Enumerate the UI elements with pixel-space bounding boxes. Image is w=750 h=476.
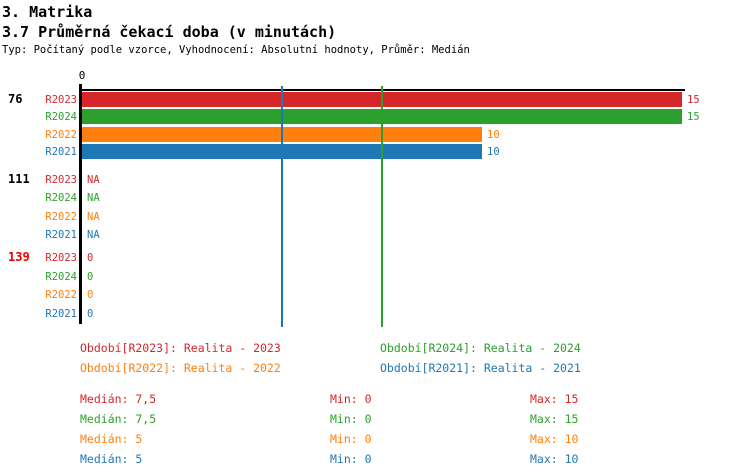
stat-max-r2024: Max: 15 bbox=[530, 412, 579, 426]
stat-max-r2021: Max: 10 bbox=[530, 452, 579, 466]
stat-min-r2023: Min: 0 bbox=[330, 392, 372, 406]
group-label: 111 bbox=[8, 172, 30, 186]
series-label: R2022 bbox=[45, 289, 77, 301]
stat-min-r2024: Min: 0 bbox=[330, 412, 372, 426]
legend-item-r2021: Období[R2021]: Realita - 2021 bbox=[380, 361, 581, 375]
stat-min-r2021: Min: 0 bbox=[330, 452, 372, 466]
group-label: 76 bbox=[8, 92, 23, 106]
stat-max-r2022: Max: 10 bbox=[530, 432, 579, 446]
report-title: 3. Matrika bbox=[2, 3, 93, 21]
bar-value-label: 15 bbox=[687, 94, 700, 106]
stat-median-r2024: Medián: 7,5 bbox=[80, 412, 157, 426]
chart-meta: Typ: Počítaný podle vzorce, Vyhodnocení:… bbox=[2, 44, 470, 56]
bar-value-label: 0 bbox=[87, 289, 94, 301]
series-label: R2023 bbox=[45, 252, 77, 264]
series-label: R2021 bbox=[45, 307, 77, 320]
series-label: R2024 bbox=[45, 270, 77, 283]
series-label: R2024 bbox=[45, 111, 77, 124]
group-label: 139 bbox=[8, 250, 30, 264]
legend-item-r2022: Období[R2022]: Realita - 2022 bbox=[80, 361, 281, 375]
bar-value-label: 10 bbox=[487, 146, 500, 159]
series-label: R2021 bbox=[45, 228, 77, 241]
stat-median-r2022: Medián: 5 bbox=[80, 432, 143, 446]
legend-item-r2023: Období[R2023]: Realita - 2023 bbox=[80, 341, 281, 355]
bar-value-label: 15 bbox=[687, 111, 700, 124]
bar-value-label: NA bbox=[87, 210, 100, 223]
series-label: R2024 bbox=[45, 192, 77, 205]
series-label: R2021 bbox=[45, 146, 77, 159]
stat-median-r2023: Medián: 7,5 bbox=[80, 392, 157, 406]
value-axis-line bbox=[79, 84, 82, 324]
median-line bbox=[381, 86, 383, 327]
series-label: R2023 bbox=[45, 94, 77, 106]
series-label: R2022 bbox=[45, 128, 77, 141]
bar-value-label: NA bbox=[87, 192, 100, 205]
legend-item-r2024: Období[R2024]: Realita - 2024 bbox=[380, 341, 581, 355]
bar-value-label: 0 bbox=[87, 270, 94, 283]
median-line bbox=[281, 86, 283, 327]
stat-min-r2022: Min: 0 bbox=[330, 432, 372, 446]
stat-max-r2023: Max: 15 bbox=[530, 392, 579, 406]
bar-value-label: NA bbox=[87, 174, 100, 186]
stat-median-r2021: Medián: 5 bbox=[80, 452, 143, 466]
bar-value-label: 0 bbox=[87, 252, 94, 264]
axis-origin-label: 0 bbox=[78, 69, 86, 82]
chart-title: 3.7 Průměrná čekací doba (v minutách) bbox=[2, 23, 337, 41]
bar-value-label: NA bbox=[87, 228, 100, 241]
series-label: R2023 bbox=[45, 174, 77, 186]
bar-value-label: 10 bbox=[487, 128, 500, 141]
bar-value-label: 0 bbox=[87, 307, 94, 320]
series-label: R2022 bbox=[45, 210, 77, 223]
